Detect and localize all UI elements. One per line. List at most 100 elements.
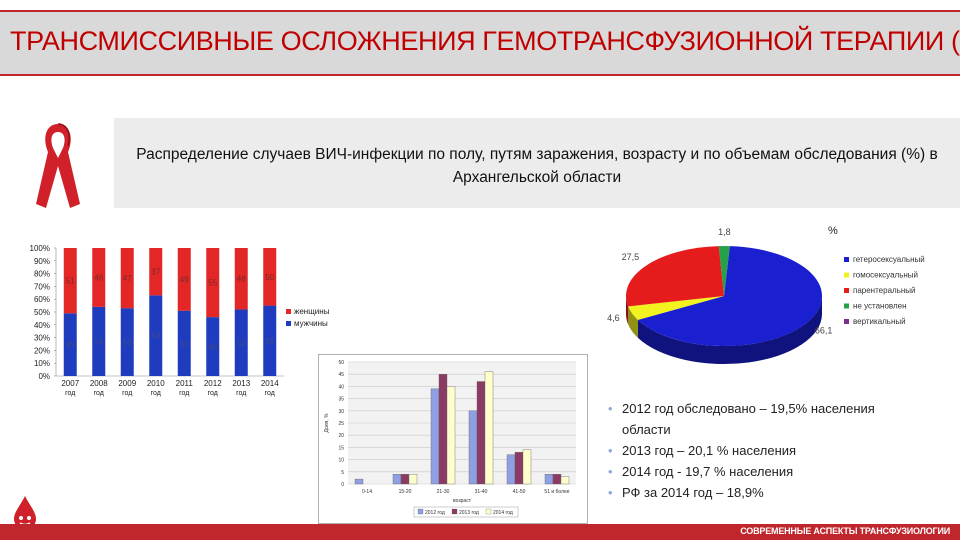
age-chart: 0 5 10 15 20 25 30 35 40 45 50 Доля, % 0-14 15-20 21-3…	[318, 354, 588, 524]
bullet-list: 2012 год обследовано – 19,5% населения о…	[608, 398, 926, 503]
legend-label: 2013 год	[459, 510, 479, 516]
y-tick-label: 100%	[30, 244, 50, 253]
legend-swatch	[451, 508, 458, 515]
y-tick-label: 20%	[34, 346, 50, 355]
bar-women	[206, 248, 220, 318]
red-awareness-ribbon-icon	[36, 123, 80, 208]
data-label-men: 55	[265, 337, 274, 346]
legend-swatch	[844, 272, 849, 278]
legend-swatch	[844, 303, 849, 309]
bar-men	[92, 306, 106, 376]
legend-swatch	[844, 319, 849, 324]
y-tick-label: 30%	[34, 334, 50, 343]
bar-2014	[446, 386, 456, 485]
x-tick-label: 15-20	[399, 489, 412, 495]
bar-2013	[552, 474, 562, 485]
legend-label: вертикальный	[853, 317, 906, 326]
data-label-women: 49	[180, 275, 189, 284]
title-bar: ТРАНСМИССИВНЫЕ ОСЛОЖНЕНИЯ ГЕМОТРАНСФУЗИО…	[0, 10, 960, 76]
y-tick-label: 30	[338, 409, 344, 415]
bar-2012	[430, 388, 440, 485]
legend-swatch	[286, 321, 291, 326]
legend-label: не установлен	[853, 302, 907, 311]
bar-women	[63, 248, 77, 314]
bar-women	[120, 248, 134, 309]
x-axis-label: возраст	[453, 498, 472, 504]
y-tick-label: 0%	[38, 372, 50, 381]
legend-label: мужчины	[294, 319, 328, 328]
pie-slice-side	[628, 306, 638, 338]
slide-subtitle: Распределение случаев ВИЧ-инфекции по по…	[136, 146, 938, 186]
legend-label: 2012 год	[425, 510, 445, 516]
x-tick-label: 2014	[261, 379, 279, 388]
x-tick-label: 31-40	[475, 489, 488, 495]
bar-2014	[522, 449, 532, 485]
bar-2014	[408, 474, 418, 485]
pie-slice	[626, 246, 724, 307]
chart-title: %	[828, 225, 838, 237]
data-label-women: 48	[237, 275, 246, 284]
x-tick-label: 21-30	[437, 489, 450, 495]
legend-label: женщины	[294, 307, 330, 316]
footer-text: СОВРЕМЕННЫЕ АСПЕКТЫ ТРАНСФУЗИОЛОГИИ	[740, 526, 950, 536]
subtitle-panel: Распределение случаев ВИЧ-инфекции по по…	[114, 118, 960, 208]
bar-2013	[514, 452, 524, 485]
data-label-men: 49	[66, 341, 75, 350]
x-tick-label: 2009	[118, 379, 136, 388]
pie-label: 1,8	[718, 227, 731, 237]
y-tick-label: 20	[338, 433, 344, 439]
data-label-women: 55	[208, 279, 217, 288]
bar-2012	[354, 478, 364, 485]
bullet-item: РФ за 2014 год – 18,9%	[608, 482, 926, 503]
x-tick-label: 2013	[232, 379, 250, 388]
y-tick-label: 50	[338, 360, 344, 366]
legend-swatch	[844, 288, 849, 293]
data-label-women: 37	[151, 268, 160, 277]
x-tick-label: 2008	[90, 379, 108, 388]
y-tick-label: 25	[338, 421, 344, 427]
x-tick-label: год	[265, 390, 275, 397]
bar-men	[234, 309, 248, 376]
bar-men	[177, 310, 191, 376]
data-label-men: 52	[237, 339, 246, 348]
data-label-men: 54	[94, 337, 103, 346]
y-axis-label: Доля, %	[324, 413, 330, 433]
data-label-men: 51	[180, 339, 189, 348]
y-tick-label: 40	[338, 384, 344, 390]
y-tick-label: 50%	[34, 308, 50, 317]
y-tick-label: 80%	[34, 270, 50, 279]
x-tick-label: год	[151, 390, 161, 397]
x-tick-label: год	[179, 390, 189, 397]
footer-bar: СОВРЕМЕННЫЕ АСПЕКТЫ ТРАНСФУЗИОЛОГИИ	[0, 524, 960, 540]
bar-2012	[544, 474, 554, 485]
legend-swatch	[485, 508, 492, 515]
bullet-item: 2014 год - 19,7 % населения	[608, 461, 926, 482]
y-tick-label: 15	[338, 445, 344, 451]
y-tick-label: 10%	[34, 359, 50, 368]
data-label-women: 51	[66, 277, 75, 286]
x-tick-label: год	[236, 390, 246, 397]
x-tick-label: год	[208, 390, 218, 397]
bar-women	[177, 248, 191, 311]
bar-men	[120, 308, 134, 376]
legend-swatch	[417, 508, 424, 515]
bar-2013	[438, 374, 448, 485]
slide-title: ТРАНСМИССИВНЫЕ ОСЛОЖНЕНИЯ ГЕМОТРАНСФУЗИО…	[10, 26, 960, 56]
pie-label: 4,6	[607, 313, 620, 323]
routes-pie-chart: % 66,1 4,6 27,5 1,8 гетеросексуальный гомосекс…	[607, 225, 925, 364]
bar-women	[92, 248, 106, 307]
bar-2014	[560, 476, 570, 485]
legend-label: гомосексуальный	[853, 271, 918, 280]
bar-men	[206, 317, 220, 376]
bar-2014	[484, 371, 494, 485]
pie-slice	[637, 246, 822, 346]
x-tick-label: 2010	[147, 379, 165, 388]
bullet-item: 2012 год обследовано – 19,5% населения о…	[608, 398, 926, 440]
bar-men	[263, 305, 277, 376]
data-label-women: 47	[123, 274, 132, 283]
pie-label: 66,1	[815, 325, 833, 335]
y-tick-label: 40%	[34, 321, 50, 330]
data-label-men: 53	[123, 338, 132, 347]
pie-slice	[718, 246, 730, 296]
